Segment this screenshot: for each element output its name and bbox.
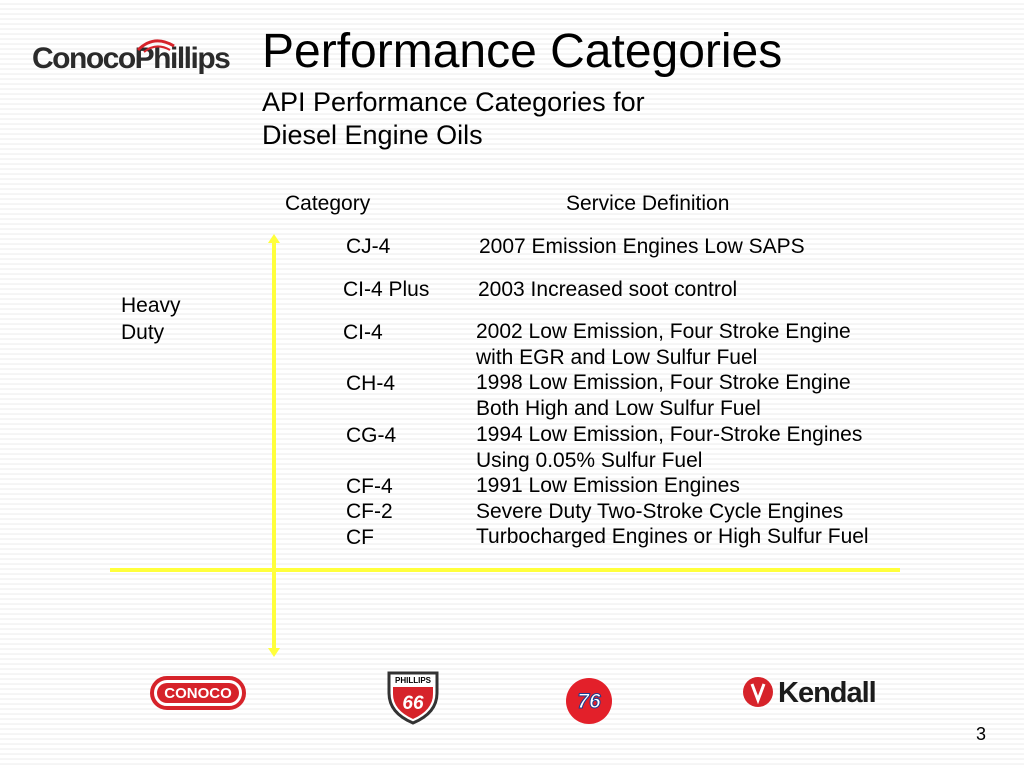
definition-line: 2003 Increased soot control: [478, 278, 738, 301]
page-subtitle: API Performance Categories for Diesel En…: [262, 86, 645, 152]
heavy-duty-label-line-1: Heavy: [121, 294, 181, 317]
category-ch-4: CH-4: [346, 372, 396, 395]
seventy-six-ball-icon: 76: [566, 678, 612, 724]
kendall-wordmark-icon: Kendall: [743, 677, 877, 709]
definition-line: Turbocharged Engines or High Sulfur Fuel: [476, 525, 869, 548]
subtitle-line-2: Diesel Engine Oils: [262, 120, 483, 150]
category-cf-2: CF-2: [346, 500, 393, 523]
arrow-down-icon: [268, 648, 280, 657]
definition-cf: Turbocharged Engines or High Sulfur Fuel: [476, 524, 869, 550]
definition-line: 1994 Low Emission, Four-Stroke Engines: [476, 423, 863, 446]
definition-line: with EGR and Low Sulfur Fuel: [476, 346, 758, 369]
conocophillips-logo: ConocoPhillips: [32, 30, 232, 90]
definition-line: 1998 Low Emission, Four Stroke Engine: [476, 371, 851, 394]
definition-line: Severe Duty Two-Stroke Cycle Engines: [476, 500, 844, 523]
category-ci-4: CI-4: [343, 321, 383, 344]
definition-line: 1991 Low Emission Engines: [476, 474, 740, 497]
subtitle-line-1: API Performance Categories for: [262, 87, 645, 117]
definition-line: Both High and Low Sulfur Fuel: [476, 397, 761, 420]
definition-cg-4: 1994 Low Emission, Four-Stroke Engines U…: [476, 422, 862, 474]
category-cj-4: CJ-4: [346, 235, 391, 258]
phillips66-logo: PHILLIPS 66: [386, 667, 440, 730]
phillips66-shield-icon: PHILLIPS 66: [387, 671, 439, 725]
column-header-service-definition: Service Definition: [566, 192, 730, 215]
phillips-66-text: 66: [402, 693, 424, 714]
kendall-logo: Kendall: [742, 674, 898, 715]
definition-cf-4: 1991 Low Emission Engines: [476, 473, 740, 499]
definition-cf-2: Severe Duty Two-Stroke Cycle Engines: [476, 499, 843, 525]
seventy-six-text: 76: [577, 690, 601, 713]
conoco-badge-icon: CONOCO: [150, 676, 246, 710]
definition-line: 2002 Low Emission, Four Stroke Engine: [476, 320, 851, 343]
category-cf: CF: [346, 526, 374, 549]
category-cg-4: CG-4: [346, 424, 397, 447]
seventy-six-logo: 76: [564, 676, 614, 731]
column-header-category: Category: [285, 192, 371, 215]
horizontal-axis-line: [110, 568, 900, 572]
definition-ci-4-plus: 2003 Increased soot control: [478, 277, 737, 303]
conocophillips-logo-text: ConocoPhillips: [32, 42, 231, 75]
page-number: 3: [976, 724, 987, 744]
definition-ch-4: 1998 Low Emission, Four Stroke Engine Bo…: [476, 370, 851, 422]
conoco-logo-text: CONOCO: [164, 685, 232, 702]
heavy-duty-label-line-2: Duty: [121, 321, 165, 344]
logo-swoosh-icon: [136, 39, 175, 53]
heavy-duty-label: Heavy Duty: [121, 292, 181, 346]
kendall-text: Kendall: [778, 677, 876, 709]
category-ci-4-plus: CI-4 Plus: [343, 278, 430, 301]
arrow-up-icon: [268, 234, 280, 243]
category-cf-4: CF-4: [346, 475, 393, 498]
definition-cj-4: 2007 Emission Engines Low SAPS: [479, 234, 805, 260]
conoco-logo: CONOCO: [150, 676, 246, 715]
vertical-axis-line: [272, 240, 276, 652]
definition-line: 2007 Emission Engines Low SAPS: [479, 235, 805, 258]
definition-line: Using 0.05% Sulfur Fuel: [476, 449, 703, 472]
page-title: Performance Categories: [262, 25, 783, 78]
phillips-logo-text: PHILLIPS: [395, 676, 432, 685]
definition-ci-4: 2002 Low Emission, Four Stroke Engine wi…: [476, 319, 851, 371]
